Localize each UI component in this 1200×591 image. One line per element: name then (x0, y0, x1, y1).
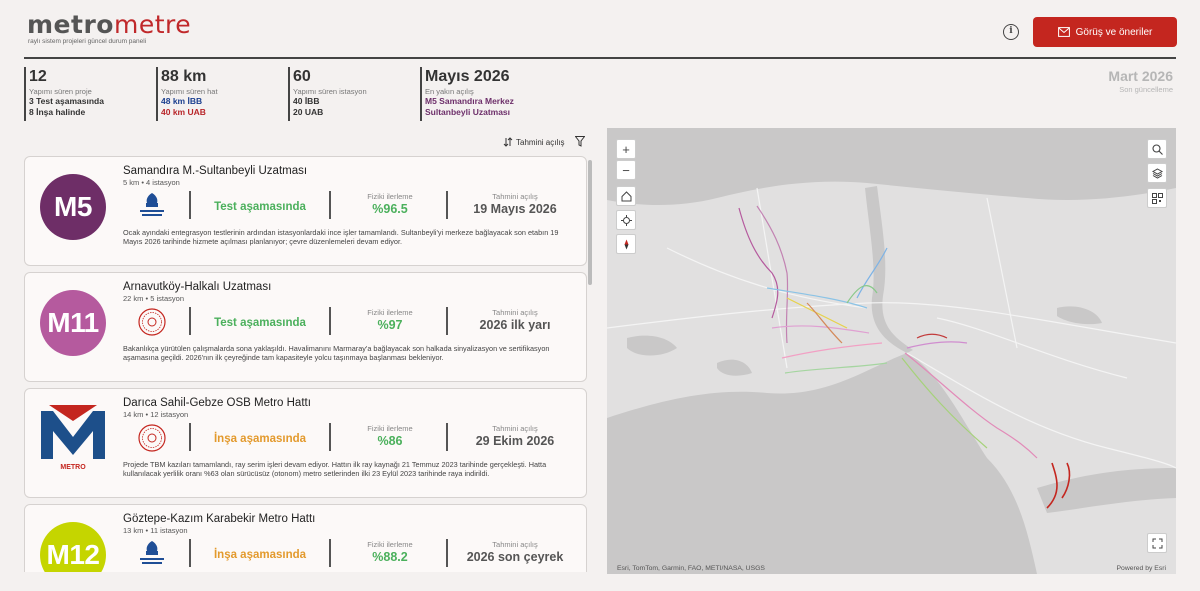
project-card[interactable]: M5 Samandıra M.-Sultanbeyli Uzatması 5 k… (24, 156, 587, 266)
project-card[interactable]: METRO Darıca Sahil-Gebze OSB Metro Hattı… (24, 388, 587, 498)
ibb-logo-icon (140, 193, 164, 216)
home-button[interactable] (616, 186, 636, 206)
header-divider (24, 57, 1176, 59)
project-card[interactable]: M12 Göztepe-Kazım Karabekir Metro Hattı … (24, 504, 587, 572)
project-meta: 14 km • 12 istasyon (123, 410, 189, 419)
status-badge: Test aşamasında (214, 317, 306, 329)
progress-value: %88.2 (372, 550, 408, 564)
opening-date: 2026 son çeyrek (466, 550, 564, 564)
project-meta: 22 km • 5 istasyon (123, 294, 184, 303)
stat-projects: 12 Yapımı süren proje 3 Test aşamasında … (24, 67, 154, 121)
layers-icon (1151, 167, 1163, 179)
map-view[interactable]: + − Esri, TomTom, Garmin, FAO, METI/NASA… (607, 128, 1176, 574)
progress-value: %86 (377, 434, 403, 448)
project-description: Bakanlıkça yürütülen çalışmalarda sona y… (123, 344, 550, 362)
project-meta: 5 km • 4 istasyon (123, 178, 180, 187)
project-title: Arnavutköy-Halkalı Uzatması (123, 281, 272, 293)
fullscreen-button[interactable] (1147, 533, 1167, 553)
list-scrollbar[interactable] (588, 160, 592, 285)
line-badge: M11 (40, 290, 106, 356)
filter-icon[interactable] (575, 136, 585, 147)
status-badge: Test aşamasında (214, 201, 306, 213)
project-list: M5 Samandıra M.-Sultanbeyli Uzatması 5 k… (24, 156, 596, 572)
map-canvas (607, 128, 1176, 574)
compass-button[interactable] (616, 234, 636, 254)
mail-icon (1057, 27, 1070, 37)
app-logo: metrometre (27, 10, 192, 39)
progress-value: %96.5 (372, 202, 408, 216)
project-description: Projede TBM kazıları tamamlandı, ray ser… (123, 460, 547, 478)
stat-stations: 60 Yapımı süren istasyon 40 İBB 20 UAB (288, 67, 418, 121)
stat-next-opening: Mayıs 2026 En yakın açılış M5 Samandıra … (420, 67, 580, 121)
ministry-seal-icon (138, 424, 166, 452)
qr-button[interactable] (1147, 188, 1167, 208)
last-update: Mart 2026 Son güncelleme (1108, 68, 1173, 94)
project-title: Göztepe-Kazım Karabekir Metro Hattı (123, 513, 316, 525)
header: metrometre raylı sistem projeleri güncel… (0, 0, 1200, 59)
feedback-button[interactable]: Görüş ve öneriler (1033, 17, 1177, 47)
project-card[interactable]: M11 Arnavutköy-Halkalı Uzatması 22 km • … (24, 272, 587, 382)
sort-button[interactable]: Tahmini açılış (503, 137, 564, 147)
search-button[interactable] (1147, 139, 1167, 159)
progress-value: %97 (377, 318, 403, 332)
project-title: Samandıra M.-Sultanbeyli Uzatması (123, 165, 308, 177)
qr-code-icon (1151, 192, 1163, 204)
status-badge: İnşa aşamasında (213, 549, 307, 561)
layers-button[interactable] (1147, 163, 1167, 183)
metro-logo-icon: METRO (41, 405, 105, 471)
map-attribution: Esri, TomTom, Garmin, FAO, METI/NASA, US… (617, 565, 765, 572)
line-badge: M12 (40, 522, 106, 572)
opening-date: 19 Mayıs 2026 (473, 202, 557, 216)
locate-icon (620, 214, 632, 226)
stat-length: 88 km Yapımı süren hat 48 km İBB 40 km U… (156, 67, 286, 121)
feedback-label: Görüş ve öneriler (1075, 26, 1153, 38)
opening-date: 2026 ilk yarı (479, 318, 551, 332)
opening-date: 29 Ekim 2026 (475, 434, 555, 448)
svg-text:METRO: METRO (60, 464, 86, 471)
sort-icon (503, 137, 513, 147)
search-icon (1151, 143, 1163, 155)
zoom-in-button[interactable]: + (616, 139, 636, 159)
zoom-out-button[interactable]: − (616, 160, 636, 180)
app-subtitle: raylı sistem projeleri güncel durum pane… (28, 38, 147, 45)
status-badge: İnşa aşamasında (213, 433, 307, 445)
compass-icon (624, 239, 628, 249)
project-meta: 13 km • 11 istasyon (123, 526, 188, 535)
home-icon (621, 190, 631, 201)
map-powered-by[interactable]: Powered by Esri (1116, 565, 1167, 572)
ibb-logo-icon (140, 541, 164, 564)
line-badge: M5 (40, 174, 106, 240)
fullscreen-icon (1152, 538, 1162, 548)
info-icon[interactable]: i (1003, 24, 1019, 40)
project-description: Ocak ayındaki entegrasyon testlerinin ar… (123, 228, 559, 246)
project-title: Darıca Sahil-Gebze OSB Metro Hattı (123, 397, 311, 409)
locate-button[interactable] (616, 210, 636, 230)
ministry-seal-icon (138, 308, 166, 336)
